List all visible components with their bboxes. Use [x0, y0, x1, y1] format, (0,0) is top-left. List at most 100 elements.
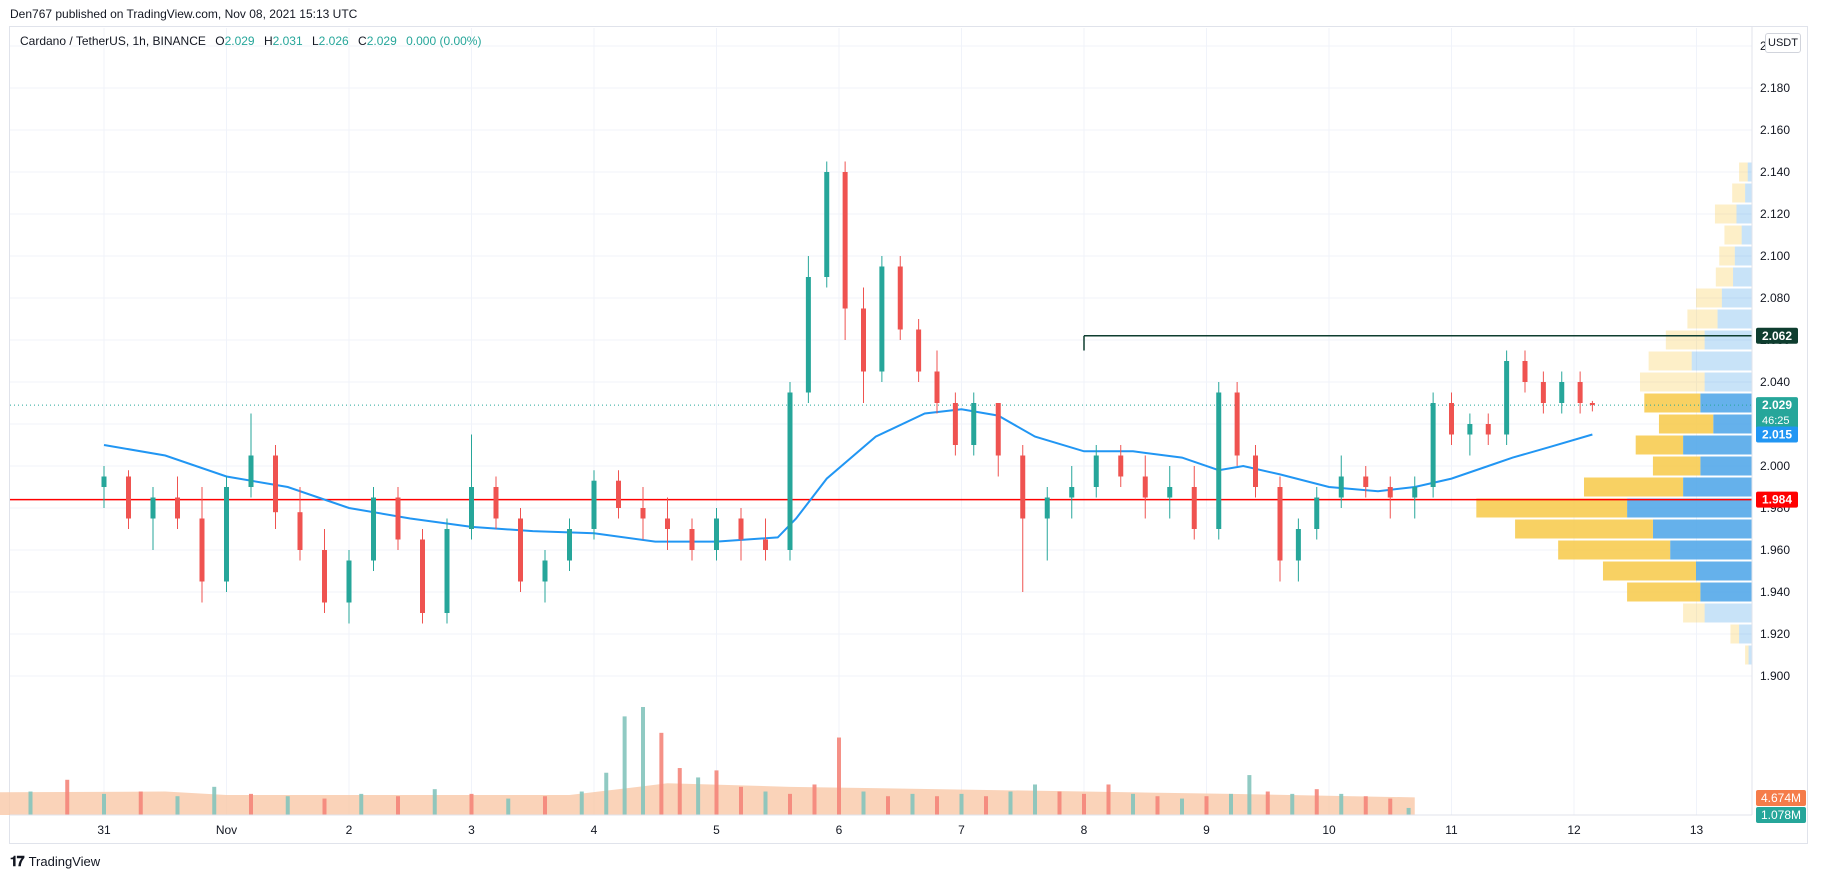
- candle-body: [1449, 403, 1454, 435]
- volume-bar: [641, 707, 645, 815]
- volume-profile-down-bar: [1700, 582, 1752, 602]
- volume-bar: [1339, 793, 1344, 815]
- volume-profile-up-bar: [1719, 246, 1735, 266]
- x-tick-label: 8: [1081, 823, 1088, 837]
- footer-brand[interactable]: 𝟏𝟕 TradingView: [10, 853, 100, 870]
- candle-body: [273, 455, 278, 513]
- price-label-box: [1756, 327, 1798, 344]
- volume-bar: [1229, 793, 1233, 815]
- volume-bar: [935, 796, 939, 815]
- volume-profile-up-bar: [1648, 351, 1692, 371]
- moving-average-line: [103, 408, 1593, 543]
- volume-bar: [861, 791, 866, 815]
- y-tick-label: 2.160: [1760, 123, 1790, 137]
- volume-profile-up-bar: [1584, 477, 1684, 497]
- candle-body: [175, 497, 180, 519]
- low-value: 2.026: [318, 34, 349, 48]
- volume-bar: [1314, 789, 1319, 815]
- candle-body: [616, 480, 621, 508]
- volume-profile-down-bar: [1683, 435, 1752, 455]
- candle-body: [444, 529, 450, 613]
- price-label-text: 2.029: [1762, 398, 1792, 412]
- y-tick-label: 1.900: [1760, 669, 1790, 683]
- candle-body: [1540, 382, 1546, 403]
- volume-profile-up-bar: [1476, 498, 1628, 518]
- candle-body: [101, 476, 107, 487]
- candle-body: [689, 529, 695, 550]
- volume-bar: [1204, 796, 1209, 815]
- volume-label-box: [1756, 807, 1806, 823]
- x-tick-label: 31: [97, 823, 111, 837]
- volume-bar: [677, 768, 682, 815]
- candle-body: [738, 518, 744, 540]
- currency-selector[interactable]: USDT: [1765, 33, 1801, 53]
- candle-body: [542, 560, 548, 582]
- candle-body: [591, 480, 597, 529]
- change-value: 0.000 (0.00%): [406, 34, 482, 48]
- candle-body: [971, 403, 977, 445]
- y-tick-label: 2.100: [1760, 249, 1790, 263]
- volume-bar: [1363, 796, 1368, 815]
- candle-body: [1485, 424, 1491, 435]
- volume-bar: [622, 716, 627, 815]
- y-tick-label: 1.940: [1760, 585, 1790, 599]
- volume-profile-down-bar: [1683, 477, 1752, 497]
- open-value: 2.029: [224, 34, 255, 48]
- volume-profile-down-bar: [1704, 330, 1752, 350]
- volume-profile-down-bar: [1670, 540, 1752, 560]
- candle-body: [934, 371, 940, 403]
- candle-body: [1314, 497, 1320, 529]
- volume-profile-up-bar: [1665, 330, 1705, 350]
- candle-body: [322, 550, 327, 603]
- volume-bar: [322, 798, 327, 815]
- volume-bar: [959, 793, 964, 815]
- candle-body: [567, 529, 572, 561]
- candle-body: [1044, 497, 1050, 519]
- volume-bar: [1033, 784, 1037, 815]
- price-label-text: 2.015: [1762, 428, 1792, 442]
- volume-profile-up-bar: [1658, 414, 1714, 434]
- volume-bar: [65, 779, 70, 815]
- candle-body: [714, 518, 719, 550]
- candle-body: [371, 497, 376, 561]
- volume-bar: [543, 796, 547, 815]
- volume-bar: [432, 789, 437, 815]
- candle-body: [248, 455, 254, 487]
- volume-profile-down-bar: [1700, 456, 1752, 476]
- y-tick-label: 2.120: [1760, 207, 1790, 221]
- volume-profile-down-bar: [1713, 414, 1752, 434]
- candle-body: [469, 487, 474, 529]
- volume-profile-down-bar: [1741, 225, 1752, 245]
- candle-body: [1069, 487, 1075, 498]
- candle-body: [665, 518, 670, 529]
- volume-bar: [812, 784, 817, 815]
- candle-body: [150, 497, 156, 519]
- candle-body: [916, 329, 922, 372]
- low-label: L: [311, 34, 319, 48]
- volume-bar: [714, 770, 719, 815]
- volume-bar: [886, 796, 890, 815]
- close-value: 2.029: [366, 34, 397, 48]
- volume-bar: [249, 793, 253, 815]
- price-label-text: 2.062: [1762, 329, 1792, 343]
- x-tick-label: 7: [958, 823, 965, 837]
- chart-frame[interactable]: [9, 26, 1808, 844]
- candle-body: [1191, 487, 1197, 529]
- volume-profile-down-bar: [1696, 561, 1752, 581]
- volume-bar: [359, 793, 364, 815]
- brand-name: TradingView: [28, 854, 101, 869]
- candle-body: [995, 403, 1001, 456]
- candle-body: [224, 487, 229, 582]
- volume-bar: [910, 793, 915, 815]
- volume-bar: [285, 796, 290, 815]
- volume-bar: [469, 793, 474, 815]
- volume-profile-up-bar: [1714, 204, 1737, 224]
- candle-body: [1093, 455, 1099, 487]
- candle-body: [1234, 392, 1240, 456]
- volume-bar: [763, 791, 768, 815]
- volume-bar: [696, 777, 701, 815]
- price-label-text: 1.984: [1762, 493, 1792, 507]
- y-tick-label: 1.960: [1760, 543, 1790, 557]
- volume-profile-down-bar: [1748, 645, 1752, 665]
